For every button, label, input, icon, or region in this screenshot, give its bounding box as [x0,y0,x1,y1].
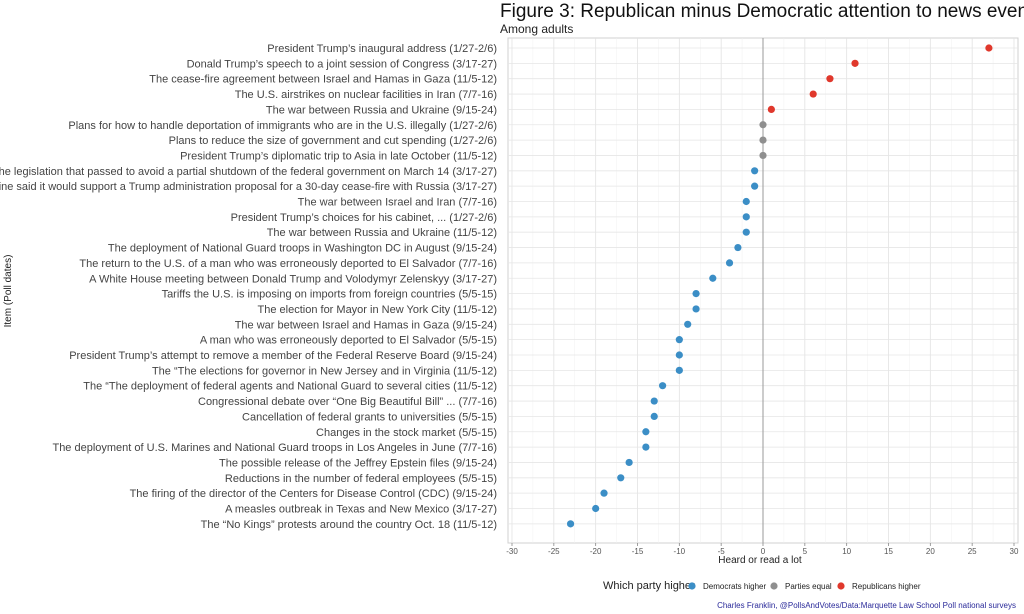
y-tick-label: President Trump’s attempt to remove a me… [69,350,497,362]
y-tick-label: The deployment of U.S. Marines and Natio… [52,442,497,454]
data-point [625,458,633,467]
data-point [742,228,750,236]
y-tick-label: The war between Israel and Hamas in Gaza… [235,319,497,331]
y-tick-label: Congressional debate over “One Big Beaut… [198,396,497,408]
y-tick-label: President Trump’s choices for his cabine… [231,212,497,224]
chart-subtitle: Among adults [500,22,573,36]
data-points [566,44,993,528]
data-point [759,136,767,144]
data-point [742,197,750,206]
y-tick-label: Changes in the stock market (5/5-15) [316,427,497,439]
x-tick-label: -5 [718,547,726,556]
data-point [684,320,692,328]
data-point [742,213,750,221]
x-tick-label: 30 [1010,547,1019,556]
data-point [675,336,683,344]
data-point [734,243,742,252]
data-point [692,290,700,298]
data-point [566,520,575,528]
y-tick-label: Cancellation of federal grants to univer… [242,411,497,423]
x-tick-label: 25 [968,547,977,556]
legend-marker [688,582,696,590]
x-tick-labels: -30 -25 -20 -15 -10 -5 0 5 10 15 20 25 30 [506,543,1019,556]
y-tick-label: Tariffs the U.S. is imposing on imports … [162,289,497,301]
legend-title: Which party higher [603,580,695,592]
y-tick-label: Ukraine said it would support a Trump ad… [0,181,497,193]
x-tick-label: 0 [761,547,766,556]
x-tick-label: -10 [674,547,686,556]
data-point [642,443,650,451]
y-tick-label: The possible release of the Jeffrey Epst… [219,457,497,469]
data-point [751,182,759,190]
y-tick-labels: President Trump’s inaugural address (1/2… [0,43,497,531]
y-tick-label: The “The elections for governor in New J… [152,365,497,377]
y-tick-label: The legislation that passed to avoid a p… [0,166,497,178]
y-tick-label: Plans for how to handle deportation of i… [68,120,497,132]
legend: Which party higher Democrats higher Parti… [603,580,921,592]
x-tick-label: 5 [803,547,808,556]
x-tick-label: -25 [548,547,560,556]
x-tick-label: 15 [884,547,893,556]
grid-lines [508,38,1018,543]
y-tick-label: The U.S. airstrikes on nuclear facilitie… [235,89,497,101]
y-tick-label: The war between Russia and Ukraine (9/15… [266,104,497,116]
y-tick-label: Plans to reduce the size of government a… [169,135,497,147]
data-point [675,366,683,374]
data-point [675,351,683,359]
legend-label: Republicans higher [852,582,921,591]
legend-label: Democrats higher [703,582,766,591]
y-tick-label: The war between Israel and Iran (7/7-16) [298,197,497,209]
data-point [751,167,759,175]
y-tick-label: The cease-fire agreement between Israel … [149,74,497,86]
y-tick-label: President Trump’s diplomatic trip to Asi… [180,150,497,162]
x-tick-label: 10 [842,547,851,556]
x-tick-label: -20 [590,547,602,556]
data-point [725,259,734,267]
data-point [759,121,767,129]
data-point [617,474,625,482]
data-point [767,105,775,113]
y-tick-label: Reductions in the number of federal empl… [225,473,497,485]
y-tick-label: The return to the U.S. of a man who was … [79,258,497,270]
data-point [826,75,834,83]
y-tick-label: The “The deployment of federal agents an… [83,381,497,393]
y-tick-label: The election for Mayor in New York City … [258,304,497,316]
data-point [692,305,700,313]
x-tick-label: -30 [506,547,518,556]
data-point [709,274,717,282]
x-tick-label: -15 [632,547,644,556]
x-tick-label: 20 [926,547,935,556]
legend-label: Parties equal [785,582,832,591]
y-tick-label: Donald Trump’s speech to a joint session… [187,58,497,70]
legend-marker [770,582,778,590]
data-point [759,151,767,160]
data-point [985,44,993,52]
y-tick-label: The “No Kings” protests around the count… [201,519,497,531]
caption: Charles Franklin, @PollsAndVotes/Data:Ma… [717,601,1016,610]
data-point [600,489,608,497]
chart-title: Figure 3: Republican minus Democratic at… [500,1,1024,22]
y-tick-label: The deployment of National Guard troops … [108,243,497,255]
data-point [642,428,650,436]
y-tick-label: A measles outbreak in Texas and New Mexi… [225,504,497,516]
data-point [650,397,658,405]
legend-marker [837,582,845,590]
y-tick-label: President Trump’s inaugural address (1/2… [267,43,497,55]
x-axis-title: Heard or read a lot [718,555,802,566]
y-tick-label: A White House meeting between Donald Tru… [89,273,497,285]
y-axis-title: Item (Poll dates) [3,255,14,328]
y-tick-label: A man who was erroneously deported to El… [200,335,497,347]
data-point [851,59,859,67]
y-tick-label: The war between Russia and Ukraine (11/5… [267,227,497,239]
data-point [659,382,667,390]
data-point [650,412,658,420]
data-point [592,504,600,513]
y-tick-label: The firing of the director of the Center… [130,488,497,500]
data-point [809,90,817,98]
